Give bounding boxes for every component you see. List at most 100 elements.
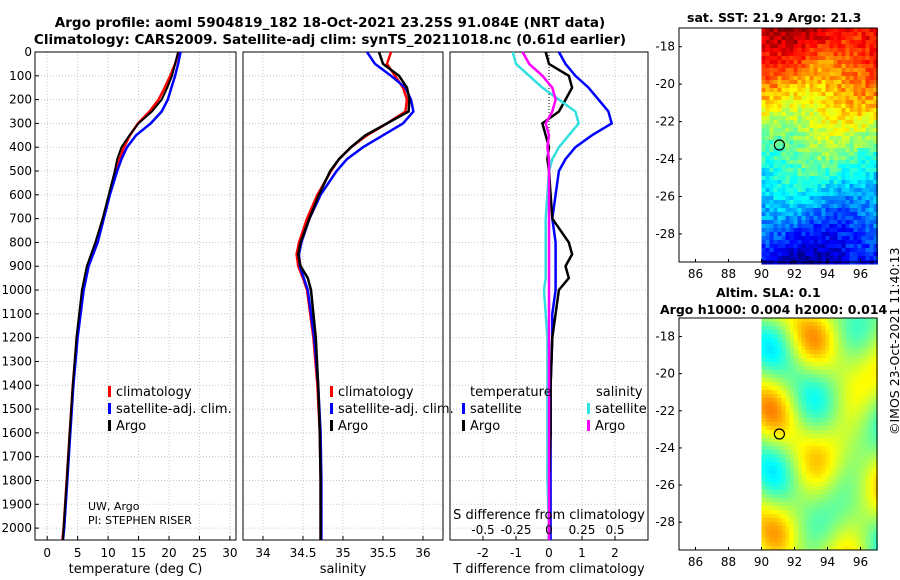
map-cell [853,236,858,241]
map-cell [873,144,878,149]
map-cell [781,414,786,419]
map-cell [837,430,842,435]
map-cell [849,466,854,471]
map-cell [789,542,794,547]
map-cell [845,362,850,367]
map-cell [841,398,846,403]
map-cell [841,104,846,109]
map-cell [761,342,766,347]
map-cell [841,120,846,125]
x-tick-label: 30 [222,546,237,560]
map-cell [789,112,794,117]
map-cell [785,374,790,379]
map-cell [769,108,774,113]
map-cell [793,128,798,133]
map-cell [817,196,822,201]
map-cell [813,346,818,351]
map-cell [785,56,790,61]
map-cell [857,322,862,327]
map-cell [761,470,766,475]
map-cell [865,80,870,85]
map-cell [821,526,826,531]
map-cell [761,414,766,419]
map-cell [841,40,846,45]
map-cell [773,526,778,531]
map-cell [809,414,814,419]
map-cell [761,108,766,113]
map-cell [785,244,790,249]
map-cell [765,470,770,475]
map-cell [805,438,810,443]
map-cell [841,216,846,221]
map-cell [857,454,862,459]
map-cell [841,244,846,249]
map-cell [809,542,814,547]
map-cell [825,422,830,427]
map-cell [857,152,862,157]
map-cell [785,438,790,443]
map-cell [785,60,790,65]
map-cell [821,462,826,467]
map-cell [773,236,778,241]
map-cell [833,422,838,427]
map-cell [761,88,766,93]
map-cell [841,56,846,61]
map-cell [761,128,766,133]
map-cell [765,104,770,109]
map-cell [825,458,830,463]
map-cell [833,148,838,153]
map-cell [789,240,794,245]
map-cell [829,204,834,209]
map-cell [785,256,790,261]
map-cell [873,334,878,339]
map-cell [865,88,870,93]
map-cell [873,112,878,117]
map-cell [845,252,850,257]
map-cell [761,374,766,379]
map-cell [797,342,802,347]
map-cell [805,252,810,257]
map-cell [761,188,766,193]
map-cell [829,390,834,395]
map-cell [813,192,818,197]
map-cell [769,418,774,423]
map-cell [785,152,790,157]
map-cell [773,426,778,431]
map-cell [805,514,810,519]
map-cell [833,542,838,547]
map-cell [865,96,870,101]
map-cell [845,256,850,261]
map-cell [805,454,810,459]
map-cell [797,322,802,327]
map-cell [769,208,774,213]
map-cell [809,342,814,347]
map-cell [781,526,786,531]
map-cell [785,362,790,367]
map-cell [789,318,794,323]
map-cell [841,494,846,499]
map-cell [833,232,838,237]
map-cell [861,140,866,145]
map-cell [797,116,802,121]
map-cell [809,168,814,173]
map-cell [829,334,834,339]
map-cell [773,398,778,403]
map-cell [761,490,766,495]
map-cell [805,538,810,543]
map-cell [765,490,770,495]
map-cell [765,378,770,383]
map-cell [777,244,782,249]
map-cell [769,462,774,467]
map-cell [869,200,874,205]
map-cell [809,176,814,181]
map-cell [801,518,806,523]
map-cell [781,48,786,53]
map-cell [833,390,838,395]
map-cell [849,530,854,535]
map-cell [825,84,830,89]
map-cell [817,208,822,213]
map-cell [829,382,834,387]
map-cell [865,338,870,343]
map-cell [797,350,802,355]
map-cell [761,164,766,169]
